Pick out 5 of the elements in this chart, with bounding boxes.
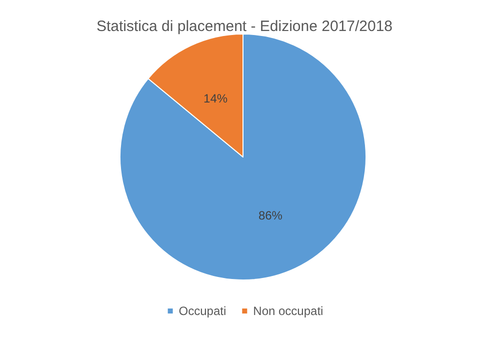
- data-label: 86%: [258, 208, 283, 222]
- legend-label: Non occupati: [253, 304, 324, 318]
- data-label: 14%: [204, 92, 228, 106]
- chart-title: Statistica di placement - Edizione 2017/2018: [96, 18, 393, 35]
- legend-label: Occupati: [178, 304, 226, 318]
